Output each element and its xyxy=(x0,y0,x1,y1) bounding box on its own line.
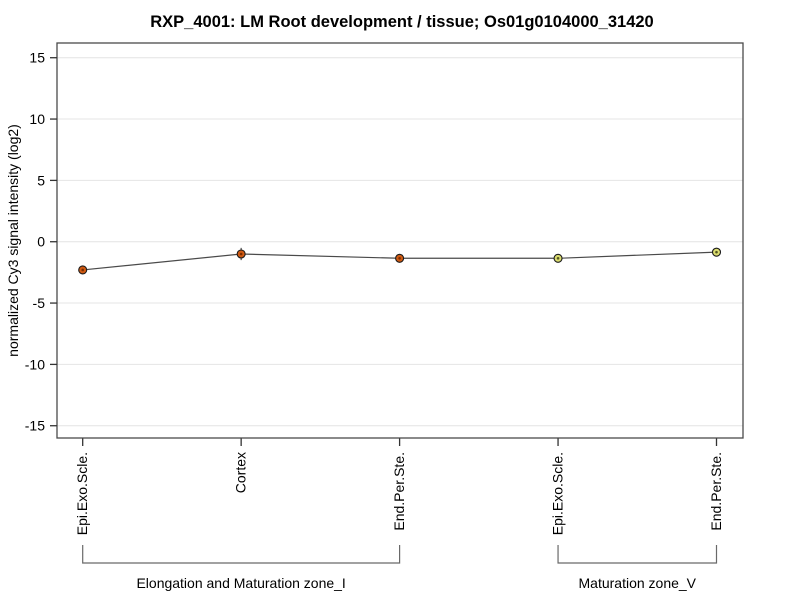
data-point-core xyxy=(398,256,401,260)
group-bracket xyxy=(557,545,718,564)
data-point-core xyxy=(715,250,718,254)
y-tick-label: 15 xyxy=(29,50,45,66)
data-point-core xyxy=(556,256,560,260)
x-category-label: Cortex xyxy=(233,452,249,493)
group-label: Maturation zone_V xyxy=(579,575,697,591)
y-axis-label: normalized Cy3 signal intensity (log2) xyxy=(5,124,21,357)
y-tick-label: 0 xyxy=(37,234,45,250)
group-bracket xyxy=(82,545,401,564)
x-category-label: Epi.Exo.Scle. xyxy=(74,452,90,535)
y-tick-label: -5 xyxy=(33,295,46,311)
data-point-core xyxy=(81,268,84,272)
plot-frame xyxy=(56,42,744,439)
y-tick-label: 5 xyxy=(37,172,45,188)
plot-area: 15 10 5 0 -5 -10 -15 Epi.Exo.Scle. Cortex End.Per… xyxy=(25,42,744,591)
y-tick-label: -10 xyxy=(25,356,45,372)
x-category-label: End.Per.Ste. xyxy=(708,452,724,531)
y-tick-label: -15 xyxy=(25,418,45,434)
chart-title: RXP_4001: LM Root development / tissue; … xyxy=(150,13,653,31)
x-category-label: End.Per.Ste. xyxy=(391,452,407,531)
x-category-label: Epi.Exo.Scle. xyxy=(550,452,566,535)
group-label: Elongation and Maturation zone_I xyxy=(136,575,345,591)
data-point-core xyxy=(239,252,243,256)
y-tick-label: 10 xyxy=(29,111,45,127)
